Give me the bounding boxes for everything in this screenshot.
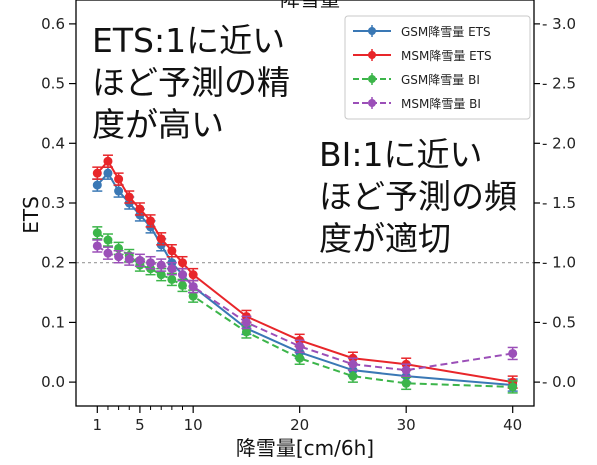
data-point <box>92 241 102 251</box>
x-tick-label: 20 <box>290 416 309 434</box>
data-point <box>114 174 124 184</box>
bi-annotation: BI:1に近い ほど予測の頻 度が適切 <box>319 135 517 258</box>
x-axis-label: 降雪量[cm/6h] <box>236 436 374 460</box>
data-point <box>146 258 156 268</box>
legend-marker <box>368 99 376 107</box>
data-point <box>178 280 188 290</box>
data-point <box>508 382 518 392</box>
data-point <box>156 234 166 244</box>
legend-marker <box>368 75 376 83</box>
data-point <box>156 270 166 280</box>
y2-tick-label: - 2.5 <box>542 75 576 93</box>
y-axis-label: ETS <box>19 196 43 234</box>
legend-marker <box>368 51 376 59</box>
data-point <box>401 378 411 388</box>
legend-marker <box>368 27 376 35</box>
data-point <box>167 274 177 284</box>
data-point <box>92 180 102 190</box>
data-point <box>103 248 113 258</box>
y2-tick-label: - 2.0 <box>542 134 576 152</box>
data-point <box>103 156 113 166</box>
data-point <box>135 255 145 265</box>
y-tick-label: 0.5 <box>41 75 65 93</box>
data-point <box>178 270 188 280</box>
data-point <box>401 365 411 375</box>
data-point <box>241 317 251 327</box>
y-tick-label: 0.4 <box>41 134 65 152</box>
y2-tick-label: - 0.0 <box>542 373 576 391</box>
ets-annotation: ETS:1に近い ほど予測の精 度が高い <box>92 21 290 144</box>
x-tick-label: 1 <box>93 416 103 434</box>
data-point <box>92 168 102 178</box>
series-4 <box>92 239 518 377</box>
y2-tick-label: - 1.5 <box>542 194 576 212</box>
legend-label: MSM降雪量 BI <box>401 97 481 111</box>
data-point <box>156 260 166 270</box>
y-tick-label: 0.1 <box>41 313 65 331</box>
data-point <box>348 359 358 369</box>
data-point <box>92 228 102 238</box>
data-point <box>124 254 134 264</box>
data-point <box>103 168 113 178</box>
data-point <box>114 252 124 262</box>
x-tick-label: 10 <box>184 416 203 434</box>
legend-box <box>344 15 531 120</box>
y2-tick-label: - 1.0 <box>542 254 576 272</box>
y-tick-label: 0.6 <box>41 15 65 33</box>
data-point <box>178 258 188 268</box>
data-point <box>295 341 305 351</box>
data-point <box>508 348 518 358</box>
data-point <box>188 291 198 301</box>
data-point <box>188 282 198 292</box>
data-point <box>103 235 113 245</box>
chart-title: 降雪量 <box>280 0 340 11</box>
legend-label: GSM降雪量 BI <box>401 73 480 87</box>
legend-label: GSM降雪量 ETS <box>401 25 491 39</box>
y2-tick-label: - 3.0 <box>542 15 576 33</box>
data-point <box>167 246 177 256</box>
x-tick-label: 30 <box>397 416 416 434</box>
data-point <box>188 270 198 280</box>
data-point <box>124 192 134 202</box>
data-point <box>295 353 305 363</box>
y2-tick-label: - 0.5 <box>542 313 576 331</box>
x-tick-label: 40 <box>503 416 522 434</box>
legend-label: MSM降雪量 ETS <box>401 49 492 63</box>
data-point <box>348 371 358 381</box>
data-point <box>146 216 156 226</box>
data-point <box>135 204 145 214</box>
y-tick-label: 0.0 <box>41 373 65 391</box>
data-point <box>114 186 124 196</box>
data-point <box>167 264 177 274</box>
legend: GSM降雪量 ETS MSM降雪量 ETS GSM降雪量 BI MSM降雪量 BI <box>344 15 531 120</box>
y-tick-label: 0.2 <box>41 254 65 272</box>
data-point <box>241 327 251 337</box>
y-tick-label: 0.3 <box>41 194 65 212</box>
x-tick-label: 5 <box>135 416 145 434</box>
